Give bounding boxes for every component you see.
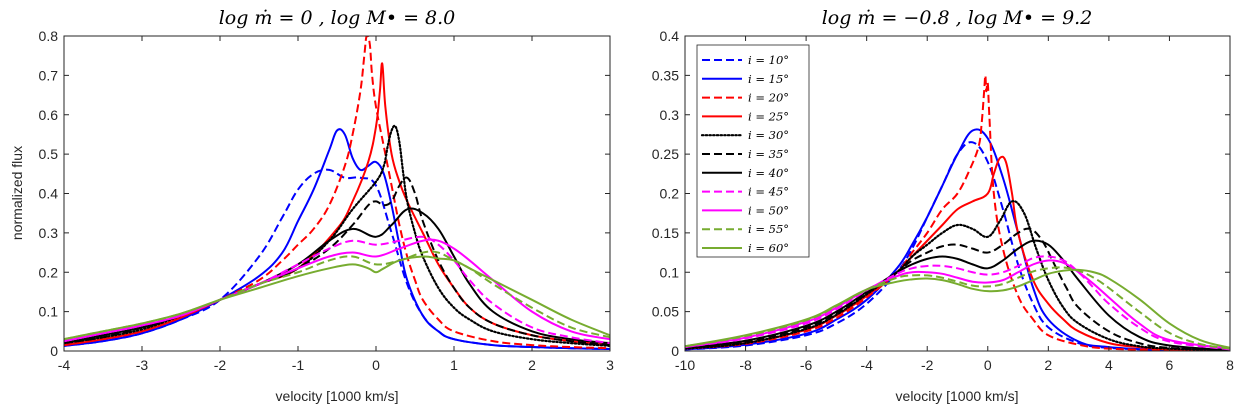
left-y-tick-label: 0.6 — [39, 107, 59, 123]
legend-entry-label: i = 15° — [748, 72, 789, 86]
left-y-tick-label: 0.4 — [39, 186, 59, 202]
left-chart-title: log ṁ = 0 , log M• = 8.0 — [219, 7, 456, 29]
right-series-line-0 — [685, 141, 1230, 351]
legend-entry-label: i = 10° — [748, 53, 789, 67]
right-x-ticks: -10 -8 -6 -4 -2 0 2 4 6 8 — [675, 36, 1234, 373]
right-y-tick-label: 0.3 — [660, 107, 680, 123]
left-y-tick-label: 0.3 — [39, 225, 59, 241]
right-x-tick-label: 4 — [1105, 357, 1113, 373]
right-series-layer — [685, 74, 1230, 351]
right-x-tick-label: 8 — [1226, 357, 1234, 373]
left-y-axis-label: normalized flux — [9, 146, 25, 240]
left-x-tick-label: -2 — [214, 357, 227, 373]
right-x-tick-label: 2 — [1044, 357, 1052, 373]
legend-entry-label: i = 25° — [748, 109, 789, 123]
legend-entry-label: i = 40° — [748, 166, 789, 180]
right-panel: log ṁ = −0.8 , log M• = 9.2 -10 -8 -6 -4 -2 0… — [652, 7, 1234, 404]
legend-entry-label: i = 50° — [748, 203, 789, 217]
right-y-tick-label: 0.35 — [652, 67, 679, 83]
right-x-axis-label: velocity [1000 km/s] — [896, 388, 1019, 404]
left-series-line-7 — [64, 235, 610, 345]
left-x-tick-label: 2 — [528, 357, 536, 373]
left-y-tick-label: 0 — [50, 343, 58, 359]
left-x-axis-label: velocity [1000 km/s] — [276, 388, 399, 404]
left-y-tick-label: 0.5 — [39, 146, 59, 162]
right-x-tick-label: -8 — [739, 357, 752, 373]
right-y-ticks: 0 0.05 0.1 0.15 0.2 0.25 0.3 0.35 0.4 — [652, 28, 1230, 359]
left-y-ticks: 0 0.1 0.2 0.3 0.4 0.5 0.6 0.7 0.8 — [39, 28, 610, 359]
legend-entry-label: i = 45° — [748, 185, 789, 199]
right-x-tick-label: -10 — [675, 357, 695, 373]
left-x-tick-label: -1 — [292, 357, 305, 373]
left-y-tick-label: 0.7 — [39, 67, 59, 83]
left-series-line-9 — [64, 250, 610, 341]
left-series-line-5 — [64, 176, 610, 347]
left-y-tick-label: 0.2 — [39, 264, 59, 280]
right-x-tick-label: -4 — [860, 357, 873, 373]
legend-box — [696, 44, 810, 258]
left-x-tick-label: 1 — [450, 357, 458, 373]
right-series-line-5 — [685, 227, 1230, 351]
left-x-tick-label: -3 — [136, 357, 149, 373]
legend-entry-label: i = 60° — [748, 241, 789, 255]
right-series-line-3 — [685, 155, 1230, 351]
right-y-tick-label: 0.4 — [660, 28, 680, 44]
right-y-tick-label: 0.05 — [652, 304, 679, 320]
legend-entry-label: i = 35° — [748, 147, 789, 161]
legend-entry-label: i = 55° — [748, 222, 789, 236]
left-x-ticks: -4 -3 -2 -1 0 1 2 3 — [58, 36, 614, 373]
left-x-tick-label: -4 — [58, 357, 71, 373]
left-series-line-0 — [64, 168, 610, 351]
left-panel: log ṁ = 0 , log M• = 8.0 -4 -3 -2 -1 0 1 2 3 00… — [9, 7, 614, 404]
right-y-tick-label: 0.15 — [652, 225, 679, 241]
left-series-line-10 — [64, 255, 610, 341]
left-y-tick-label: 0.1 — [39, 304, 59, 320]
right-chart-title: log ṁ = −0.8 , log M• = 9.2 — [822, 7, 1093, 29]
right-x-tick-label: -2 — [921, 357, 934, 373]
left-series-layer — [64, 36, 610, 351]
left-axes-box — [63, 35, 611, 352]
right-y-tick-label: 0.25 — [652, 146, 679, 162]
right-series-line-6 — [685, 239, 1230, 351]
left-series-line-2 — [64, 36, 610, 350]
left-x-tick-label: 0 — [372, 357, 380, 373]
left-x-tick-label: 3 — [606, 357, 614, 373]
left-series-line-1 — [64, 128, 610, 351]
right-y-tick-label: 0.1 — [660, 264, 680, 280]
right-x-tick-label: 0 — [984, 357, 992, 373]
right-series-line-8 — [685, 259, 1230, 350]
right-series-line-1 — [685, 128, 1230, 351]
right-series-line-7 — [685, 255, 1230, 351]
left-y-tick-label: 0.8 — [39, 28, 59, 44]
legend-entry-label: i = 30° — [748, 128, 789, 142]
right-x-tick-label: 6 — [1166, 357, 1174, 373]
right-y-tick-label: 0.2 — [660, 186, 680, 202]
right-series-line-10 — [685, 268, 1230, 349]
right-series-line-9 — [685, 266, 1230, 350]
right-y-tick-label: 0 — [671, 343, 679, 359]
right-x-tick-label: -6 — [800, 357, 813, 373]
legend: i = 10° i = 15° i = 20° i = 25° i = 30° i = 3… — [696, 44, 810, 258]
left-series-line-3 — [64, 62, 610, 347]
legend-entry-label: i = 20° — [748, 91, 789, 105]
